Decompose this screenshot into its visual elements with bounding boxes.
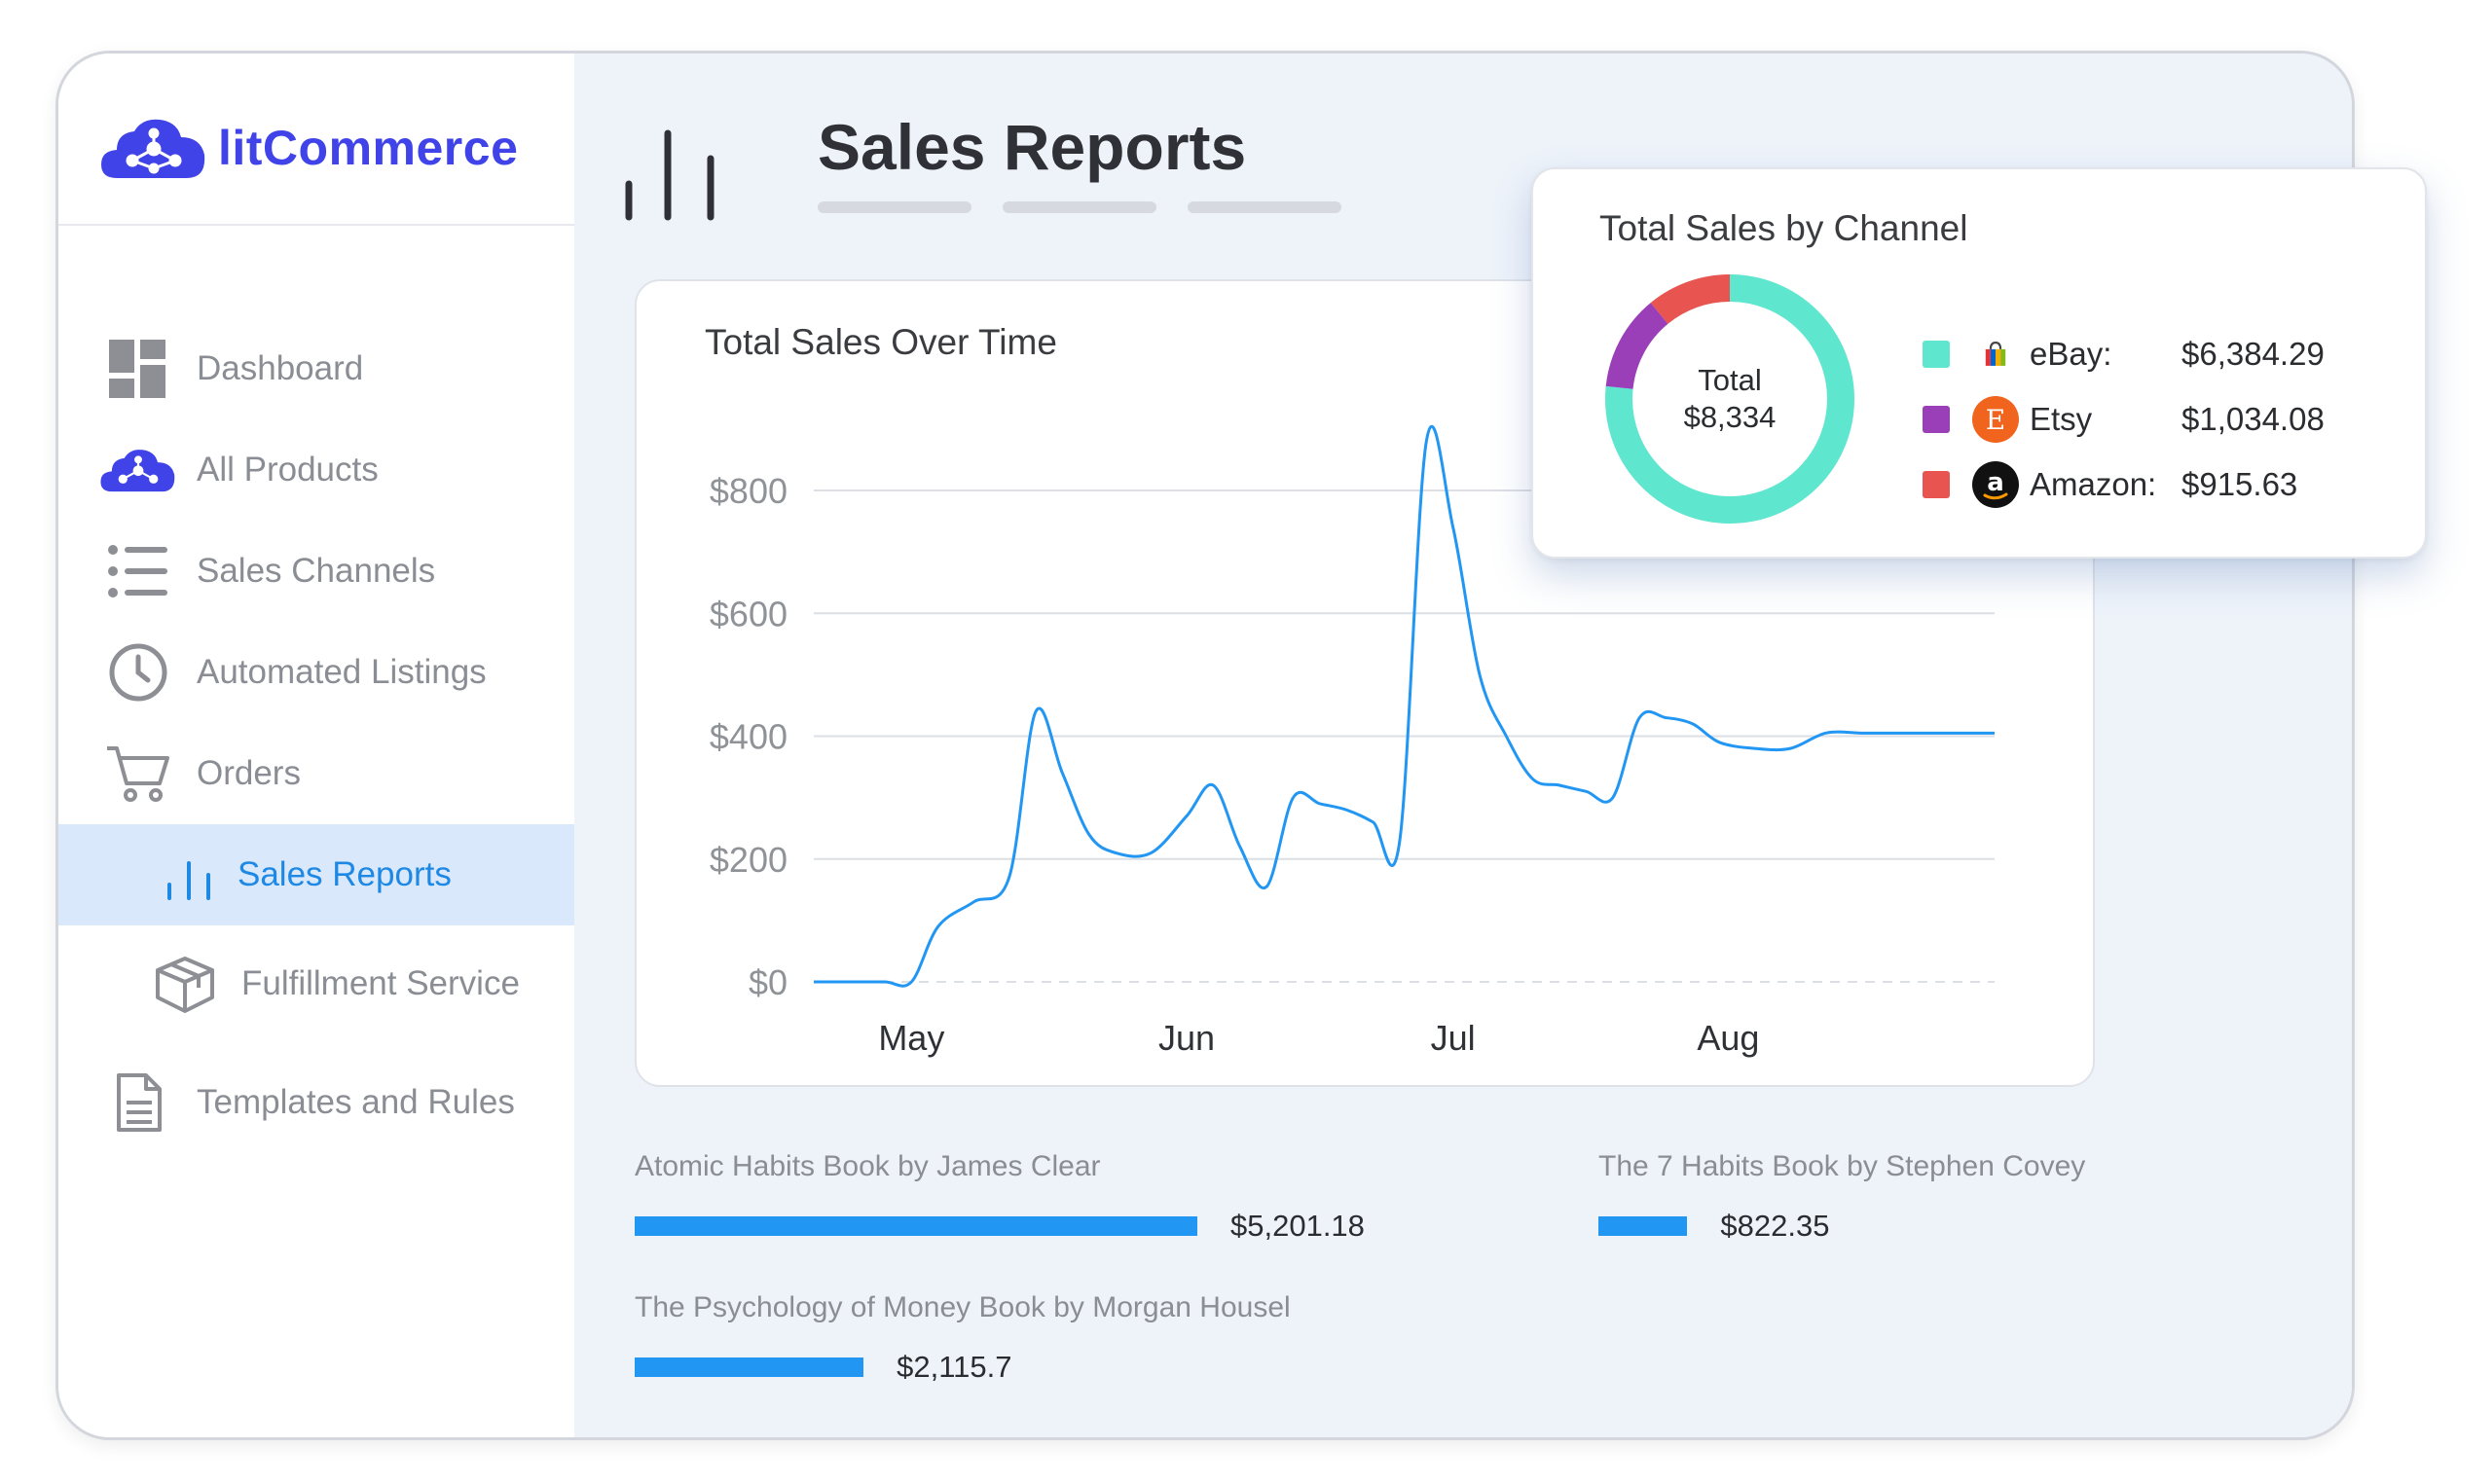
- main-content: Sales Reports Total Sales Over Time $800…: [574, 54, 2352, 1437]
- product-sales-value: $5,201.18: [1230, 1209, 1365, 1243]
- svg-text:E: E: [1986, 404, 2005, 436]
- sidebar-item-label: Fulfillment Service: [241, 964, 520, 1002]
- donut-total-value: $8,334: [1683, 400, 1777, 434]
- y-tick-label: $600: [710, 594, 788, 633]
- sidebar-item-templates-and-rules[interactable]: Templates and Rules: [58, 1052, 574, 1153]
- sidebar-item-orders[interactable]: Orders: [58, 723, 574, 824]
- product-item: The 7 Habits Book by Stephen Covey $822.…: [1598, 1150, 2085, 1244]
- title-placeholder-bar: [1188, 201, 1341, 213]
- clock-icon: [105, 643, 171, 702]
- sidebar-item-sales-channels[interactable]: Sales Channels: [58, 521, 574, 622]
- sidebar: litCommerce Dashboard All Products: [58, 54, 574, 1437]
- y-tick-label: $800: [710, 471, 788, 511]
- etsy-icon: E: [1971, 395, 2020, 444]
- ebay-bag-icon: [1971, 330, 2020, 379]
- sidebar-item-label: Orders: [197, 754, 301, 792]
- sidebar-item-sales-reports[interactable]: Sales Reports: [58, 824, 574, 925]
- cloud-network-icon: [101, 119, 205, 178]
- legend-channel-name: Etsy: [2030, 401, 2093, 437]
- document-icon: [105, 1073, 171, 1132]
- legend-item-etsy: E Etsy $1,034.08: [1923, 394, 2325, 445]
- donut-slice: [1605, 274, 1854, 524]
- amazon-icon: a: [1971, 460, 2020, 509]
- box-icon: [152, 955, 218, 1013]
- title-placeholder-bar: [1003, 201, 1156, 213]
- legend-channel-value: $6,384.29: [2181, 336, 2325, 372]
- bar-chart-icon: [160, 846, 226, 904]
- product-sales-bar: [635, 1357, 864, 1377]
- chart-title: Total Sales Over Time: [705, 322, 1057, 362]
- legend-channel-name: Amazon:: [2030, 466, 2157, 502]
- donut-total-label: Total: [1698, 363, 1762, 397]
- y-tick-label: $200: [710, 840, 788, 880]
- legend-swatch: [1923, 341, 1950, 368]
- legend-swatch: [1923, 406, 1950, 433]
- product-name: The 7 Habits Book by Stephen Covey: [1598, 1150, 2086, 1182]
- legend-channel-value: $1,034.08: [2181, 401, 2325, 437]
- sidebar-item-label: Templates and Rules: [197, 1083, 515, 1121]
- sales-series-line: [814, 424, 1995, 988]
- sidebar-item-automated-listings[interactable]: Automated Listings: [58, 622, 574, 723]
- sidebar-item-label: Automated Listings: [197, 653, 487, 691]
- cloud-network-icon: [100, 441, 175, 499]
- channel-card-title: Total Sales by Channel: [1599, 208, 1968, 248]
- x-tick-label: Aug: [1697, 1018, 1759, 1058]
- x-tick-label: May: [878, 1018, 944, 1058]
- logo[interactable]: litCommerce: [99, 104, 518, 192]
- page-title: Sales Reports: [818, 111, 1247, 183]
- product-item: The Psychology of Money Book by Morgan H…: [635, 1291, 1291, 1385]
- y-tick-label: $400: [710, 717, 788, 757]
- product-name: Atomic Habits Book by James Clear: [635, 1150, 1101, 1182]
- legend-channel-name: eBay:: [2030, 336, 2112, 372]
- legend-item-ebay: eBay: $6,384.29: [1923, 329, 2325, 380]
- x-tick-label: Jun: [1158, 1018, 1215, 1058]
- product-item: Atomic Habits Book by James Clear $5,201…: [635, 1150, 1365, 1244]
- legend-channel-value: $915.63: [2181, 466, 2298, 502]
- bar-chart-icon: [625, 129, 715, 221]
- brand-name: litCommerce: [218, 121, 519, 175]
- channel-donut-chart: [1605, 274, 1854, 524]
- product-sales-value: $822.35: [1720, 1209, 1830, 1243]
- legend-swatch: [1923, 471, 1950, 498]
- sales-by-channel-card: Total Sales by Channel Total $8,334 eBay…: [1531, 167, 2427, 559]
- sidebar-item-label: Sales Reports: [238, 855, 452, 893]
- svg-text:a: a: [1987, 468, 2004, 497]
- divider: [58, 224, 574, 226]
- product-sales-bar: [635, 1216, 1197, 1236]
- list-icon: [105, 542, 171, 600]
- cart-icon: [105, 744, 171, 803]
- product-sales-bar: [1598, 1216, 1688, 1236]
- product-sales-value: $2,115.7: [897, 1350, 1012, 1384]
- sales-over-time-chart: $800 $600 $400 $200 $0 May Jun Jul Aug: [710, 424, 1995, 1058]
- y-tick-label: $0: [749, 962, 788, 1002]
- x-tick-label: Jul: [1431, 1018, 1476, 1058]
- legend-item-amazon: a Amazon: $915.63: [1923, 459, 2297, 510]
- donut-total: Total $8,334: [1603, 272, 1856, 525]
- sidebar-item-dashboard[interactable]: Dashboard: [58, 318, 574, 419]
- product-name: The Psychology of Money Book by Morgan H…: [635, 1291, 1291, 1323]
- sidebar-item-label: All Products: [197, 451, 379, 489]
- sidebar-item-all-products[interactable]: All Products: [58, 419, 574, 521]
- title-placeholder-bar: [818, 201, 971, 213]
- dashboard-grid-icon: [105, 340, 171, 398]
- sidebar-item-label: Dashboard: [197, 349, 364, 387]
- sidebar-item-label: Sales Channels: [197, 552, 436, 590]
- sidebar-item-fulfillment-service[interactable]: Fulfillment Service: [58, 933, 574, 1034]
